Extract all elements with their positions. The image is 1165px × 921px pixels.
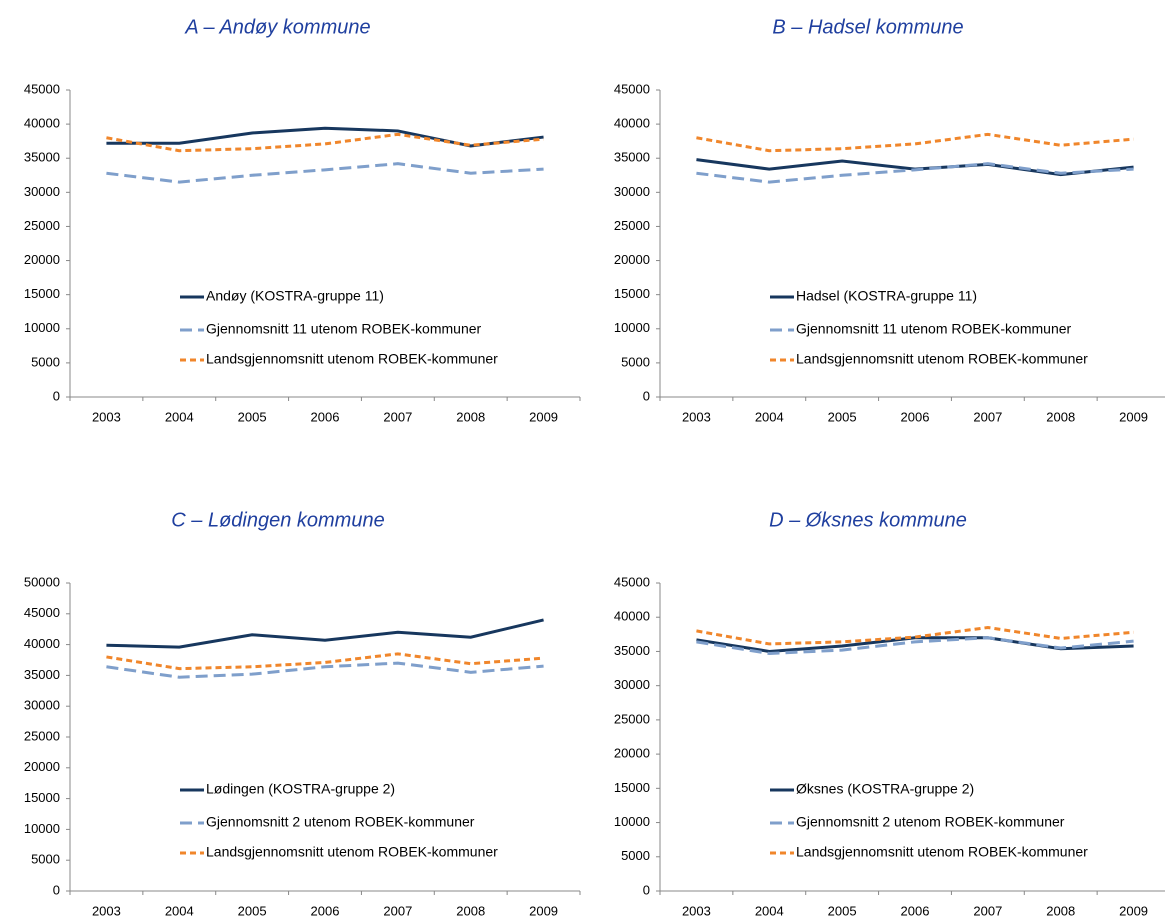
x-tick-label: 2004 (165, 903, 194, 918)
y-tick-label: 35000 (24, 150, 60, 165)
x-tick-label: 2007 (973, 409, 1002, 424)
x-tick-label: 2009 (1119, 409, 1148, 424)
y-tick-label: 45000 (24, 605, 60, 620)
y-tick-label: 10000 (614, 320, 650, 335)
x-tick-label: 2004 (165, 409, 194, 424)
x-tick-label: 2009 (529, 409, 558, 424)
y-tick-label: 30000 (24, 698, 60, 713)
x-tick-label: 2007 (383, 409, 412, 424)
x-tick-label: 2008 (1046, 409, 1075, 424)
x-tick-label: 2007 (973, 903, 1002, 918)
y-tick-label: 40000 (24, 636, 60, 651)
x-tick-label: 2006 (901, 903, 930, 918)
legend-label: Landsgjennomsnitt utenom ROBEK-kommuner (206, 351, 498, 367)
x-tick-label: 2005 (238, 903, 267, 918)
legend-label: Gjennomsnitt 11 utenom ROBEK-kommuner (206, 321, 482, 337)
y-tick-label: 0 (643, 388, 650, 403)
y-tick-label: 10000 (24, 821, 60, 836)
legend-label: Lødingen (KOSTRA-gruppe 2) (206, 781, 395, 797)
y-tick-label: 20000 (24, 252, 60, 267)
y-tick-label: 0 (53, 882, 60, 897)
x-tick-label: 2008 (1046, 903, 1075, 918)
series-line (696, 162, 1134, 184)
chart-title: A – Andøy kommune (184, 16, 370, 38)
y-tick-label: 45000 (614, 81, 650, 96)
x-tick-label: 2005 (828, 409, 857, 424)
legend-label: Landsgjennomsnitt utenom ROBEK-kommuner (796, 844, 1088, 860)
legend-label: Øksnes (KOSTRA-gruppe 2) (796, 781, 974, 797)
y-tick-label: 40000 (24, 116, 60, 131)
y-tick-label: 30000 (24, 184, 60, 199)
series-line (106, 126, 544, 148)
legend-label: Gjennomsnitt 11 utenom ROBEK-kommuner (796, 321, 1072, 337)
y-tick-label: 10000 (24, 320, 60, 335)
legend-label: Landsgjennomsnitt utenom ROBEK-kommuner (206, 844, 498, 860)
y-tick-label: 45000 (24, 81, 60, 96)
x-tick-label: 2008 (456, 903, 485, 918)
x-tick-label: 2008 (456, 409, 485, 424)
y-tick-label: 25000 (24, 728, 60, 743)
series-line (106, 618, 544, 649)
chart-title: C – Lødingen kommune (171, 509, 384, 531)
y-tick-label: 45000 (614, 574, 650, 589)
y-tick-label: 15000 (24, 286, 60, 301)
x-tick-label: 2005 (238, 409, 267, 424)
x-tick-label: 2004 (755, 903, 784, 918)
x-tick-label: 2009 (1119, 903, 1148, 918)
y-tick-label: 15000 (614, 286, 650, 301)
y-tick-label: 0 (53, 388, 60, 403)
y-tick-label: 30000 (614, 677, 650, 692)
x-tick-label: 2004 (755, 409, 784, 424)
series-line (106, 162, 544, 184)
series-line (696, 636, 1134, 656)
y-tick-label: 40000 (614, 609, 650, 624)
legend-label: Gjennomsnitt 2 utenom ROBEK-kommuner (206, 814, 475, 830)
x-tick-label: 2003 (92, 903, 121, 918)
x-tick-label: 2005 (828, 903, 857, 918)
x-tick-label: 2006 (901, 409, 930, 424)
x-tick-label: 2003 (92, 409, 121, 424)
y-tick-label: 25000 (614, 218, 650, 233)
series-line (106, 132, 544, 153)
chart-title: D – Øksnes kommune (769, 509, 967, 531)
y-tick-label: 35000 (614, 643, 650, 658)
x-tick-label: 2006 (311, 409, 340, 424)
y-tick-label: 10000 (614, 814, 650, 829)
y-tick-label: 20000 (24, 759, 60, 774)
y-tick-label: 15000 (614, 780, 650, 795)
x-tick-label: 2007 (383, 903, 412, 918)
y-tick-label: 35000 (614, 150, 650, 165)
y-tick-label: 5000 (31, 852, 60, 867)
legend-label: Gjennomsnitt 2 utenom ROBEK-kommuner (796, 814, 1065, 830)
y-tick-label: 5000 (621, 354, 650, 369)
y-tick-label: 50000 (24, 574, 60, 589)
y-tick-label: 25000 (614, 711, 650, 726)
series-line (696, 158, 1134, 177)
legend-label: Landsgjennomsnitt utenom ROBEK-kommuner (796, 351, 1088, 367)
legend-label: Andøy (KOSTRA-gruppe 11) (206, 288, 384, 304)
y-tick-label: 5000 (621, 848, 650, 863)
y-tick-label: 40000 (614, 116, 650, 131)
series-line (696, 625, 1134, 646)
series-line (106, 661, 544, 679)
y-tick-label: 30000 (614, 184, 650, 199)
y-tick-label: 0 (643, 882, 650, 897)
x-tick-label: 2003 (682, 903, 711, 918)
y-tick-label: 20000 (614, 252, 650, 267)
series-line (696, 636, 1134, 653)
y-tick-label: 15000 (24, 790, 60, 805)
x-tick-label: 2009 (529, 903, 558, 918)
x-tick-label: 2006 (311, 903, 340, 918)
series-line (696, 132, 1134, 153)
y-tick-label: 35000 (24, 667, 60, 682)
series-line (106, 652, 544, 671)
y-tick-label: 20000 (614, 746, 650, 761)
y-tick-label: 5000 (31, 354, 60, 369)
legend-label: Hadsel (KOSTRA-gruppe 11) (796, 288, 977, 304)
chart-title: B – Hadsel kommune (772, 16, 963, 38)
x-tick-label: 2003 (682, 409, 711, 424)
y-tick-label: 25000 (24, 218, 60, 233)
